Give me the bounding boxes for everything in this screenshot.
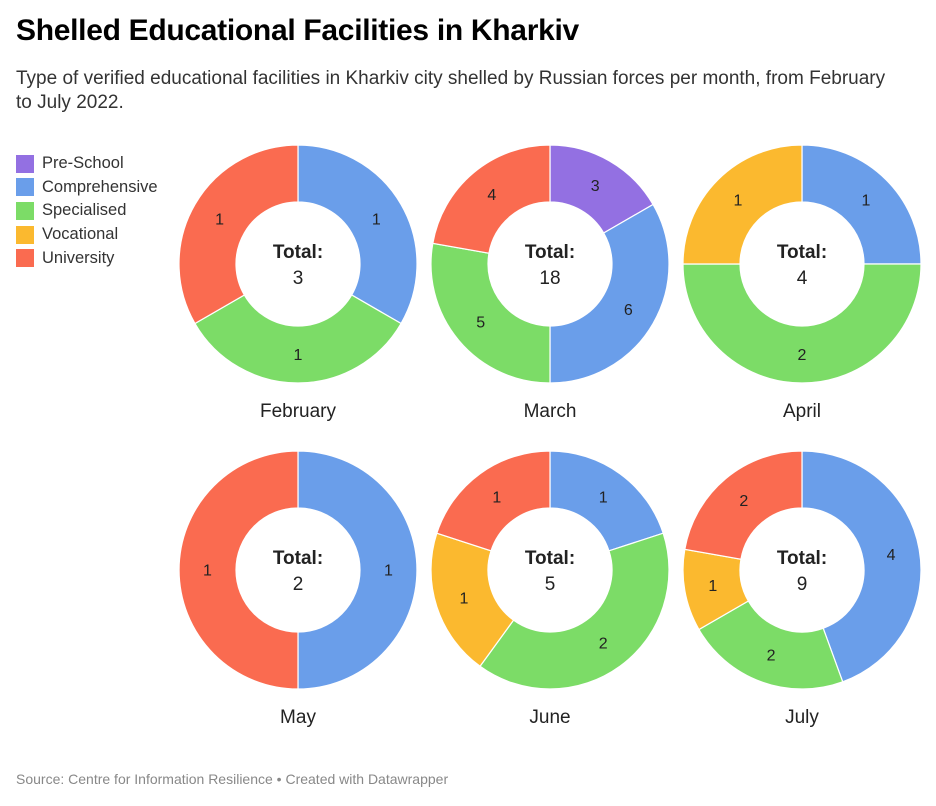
- segment-value-label: 2: [599, 636, 608, 653]
- donut-may: 1 1 Total: 2 May: [178, 450, 418, 728]
- donut-segment-comprehensive: [801, 450, 922, 683]
- legend-item-specialised: Specialised: [16, 199, 158, 223]
- donut-segment-university: [436, 450, 551, 552]
- month-label: July: [785, 707, 819, 728]
- segment-value-label: 2: [798, 347, 807, 364]
- donut-segment-university: [178, 144, 299, 325]
- donut-march: 3 6 5 4 Total: 18 March: [430, 144, 670, 422]
- legend-label: Specialised: [42, 201, 127, 220]
- donut-segment-vocational: [430, 532, 515, 668]
- donut-segment-specialised: [698, 600, 844, 690]
- legend-label: Pre-School: [42, 154, 124, 173]
- month-label: May: [280, 707, 316, 728]
- segment-value-label: 1: [734, 193, 743, 210]
- legend-item-comprehensive: Comprehensive: [16, 176, 158, 200]
- total-label: Total:: [777, 548, 827, 569]
- legend-swatch: [16, 154, 34, 173]
- legend-swatch: [16, 225, 34, 244]
- total-value: 18: [539, 268, 560, 289]
- legend-swatch: [16, 201, 34, 220]
- total-value: 4: [797, 268, 808, 289]
- segment-value-label: 5: [476, 315, 485, 332]
- month-label: April: [783, 401, 821, 422]
- segment-value-label: 3: [591, 178, 600, 195]
- segment-value-label: 1: [708, 578, 717, 595]
- segment-value-label: 1: [599, 489, 608, 506]
- total-value: 5: [545, 574, 556, 595]
- legend-item-pre-school: Pre-School: [16, 152, 158, 176]
- donut-segment-comprehensive: [549, 450, 664, 552]
- segment-value-label: 2: [739, 493, 748, 510]
- total-value: 2: [293, 574, 304, 595]
- segment-value-label: 6: [624, 302, 633, 319]
- chart-title: Shelled Educational Facilities in Kharki…: [16, 14, 579, 47]
- donut-june: 1 2 1 1 Total: 5 June: [430, 450, 670, 728]
- total-value: 9: [797, 574, 808, 595]
- donut-segment-comprehensive: [297, 450, 418, 690]
- total-label: Total:: [525, 548, 575, 569]
- donut-april: 1 2 1 Total: 4 April: [682, 144, 922, 422]
- total-label: Total:: [273, 548, 323, 569]
- donut-segment-specialised: [682, 263, 922, 384]
- month-label: February: [260, 401, 337, 422]
- segment-value-label: 1: [384, 563, 393, 580]
- segment-value-label: 1: [294, 347, 303, 364]
- legend-label: University: [42, 248, 115, 267]
- source-footer: Source: Centre for Information Resilienc…: [16, 771, 449, 787]
- donut-segment-comprehensive: [297, 144, 418, 325]
- segment-value-label: 1: [492, 489, 501, 506]
- donut-segment-specialised: [430, 242, 551, 384]
- segment-value-label: 4: [887, 547, 896, 564]
- donut-segment-university: [432, 144, 551, 254]
- donut-segment-university: [684, 450, 803, 560]
- legend-label: Vocational: [42, 225, 119, 244]
- donut-segment-specialised: [194, 294, 402, 384]
- total-label: Total:: [777, 242, 827, 263]
- segment-value-label: 1: [862, 193, 871, 210]
- donut-segment-comprehensive: [549, 203, 670, 384]
- donut-segment-vocational: [682, 144, 803, 265]
- month-label: June: [529, 707, 570, 728]
- segment-value-label: 1: [372, 211, 381, 228]
- donut-july: 4 2 1 2 Total: 9 July: [682, 450, 922, 728]
- legend-item-university: University: [16, 246, 158, 270]
- donut-segment-university: [178, 450, 299, 690]
- legend: Pre-School Comprehensive Specialised Voc…: [16, 152, 158, 270]
- legend-label: Comprehensive: [42, 177, 158, 196]
- legend-item-vocational: Vocational: [16, 223, 158, 247]
- donut-segment-specialised: [479, 532, 670, 690]
- total-label: Total:: [273, 242, 323, 263]
- donut-segment-comprehensive: [801, 144, 922, 265]
- month-label: March: [524, 401, 577, 422]
- segment-value-label: 1: [459, 590, 468, 607]
- segment-value-label: 4: [487, 187, 496, 204]
- segment-value-label: 2: [767, 648, 776, 665]
- donut-february: 1 1 1 Total: 3 February: [178, 144, 418, 422]
- segment-value-label: 1: [215, 211, 224, 228]
- total-label: Total:: [525, 242, 575, 263]
- legend-swatch: [16, 249, 34, 268]
- chart-subtitle: Type of verified educational facilities …: [16, 68, 886, 113]
- legend-swatch: [16, 178, 34, 197]
- total-value: 3: [293, 268, 304, 289]
- segment-value-label: 1: [203, 563, 212, 580]
